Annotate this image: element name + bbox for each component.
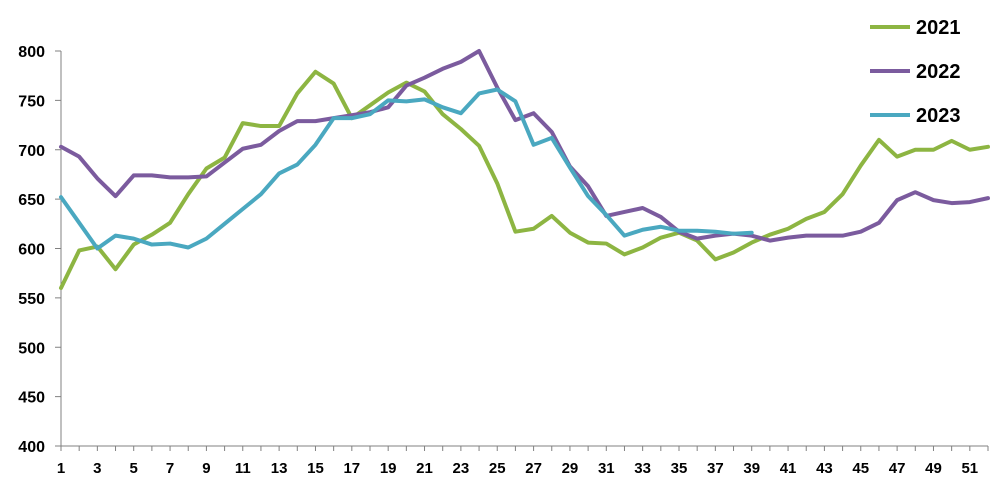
y-tick-label: 650	[18, 192, 45, 209]
y-tick-label: 450	[18, 390, 45, 407]
series-line-2021	[59, 69, 990, 290]
y-axis: 400 450 500 550 600 650 700 750 800	[18, 44, 62, 456]
x-tick-label: 13	[271, 460, 288, 477]
x-tick-label: 33	[634, 460, 651, 477]
y-tick-label: 500	[18, 340, 45, 357]
x-tick-label: 37	[707, 460, 724, 477]
x-tick-label: 1	[57, 460, 65, 477]
x-tick-label: 39	[743, 460, 760, 477]
x-tick-label: 51	[961, 460, 978, 477]
x-tick-label: 5	[130, 460, 138, 477]
legend-label-2023: 2023	[916, 105, 961, 127]
series-lines	[59, 49, 990, 290]
x-tick-label: 11	[235, 460, 251, 477]
x-tick-label: 35	[671, 460, 688, 477]
x-tick-label: 31	[598, 460, 615, 477]
x-tick-label: 25	[489, 460, 506, 477]
x-tick-label: 43	[816, 460, 833, 477]
y-tick-label: 600	[18, 242, 45, 259]
y-tick-label: 700	[18, 143, 45, 160]
x-tick-label: 27	[525, 460, 542, 477]
y-tick-label: 800	[18, 44, 45, 61]
x-tick-label: 29	[562, 460, 579, 477]
x-tick-label: 3	[93, 460, 101, 477]
legend: 2021 2022 2023	[870, 17, 961, 127]
y-tick-label: 550	[18, 291, 45, 308]
x-tick-label: 47	[889, 460, 906, 477]
y-tick-label: 750	[18, 93, 45, 110]
x-tick-label: 49	[925, 460, 942, 477]
x-tick-label: 19	[380, 460, 397, 477]
x-tick-label: 23	[453, 460, 470, 477]
y-tick-label: 400	[18, 439, 45, 456]
x-tick-label: 17	[343, 460, 360, 477]
legend-label-2022: 2022	[916, 61, 961, 83]
x-axis: 1 3 5 7 9 11 13 15 17 19 21 23 25 27 29 31 33 35 37 39 41 43 4…	[57, 445, 989, 477]
x-tick-label: 21	[416, 460, 433, 477]
series-line-2022	[59, 49, 990, 243]
legend-label-2021: 2021	[916, 17, 961, 39]
x-tick-label: 41	[780, 460, 797, 477]
x-tick-label: 15	[307, 460, 324, 477]
x-tick-label: 45	[852, 460, 869, 477]
x-tick-label: 9	[202, 460, 210, 477]
series-line-2023	[59, 87, 754, 251]
x-tick-label: 7	[166, 460, 174, 477]
